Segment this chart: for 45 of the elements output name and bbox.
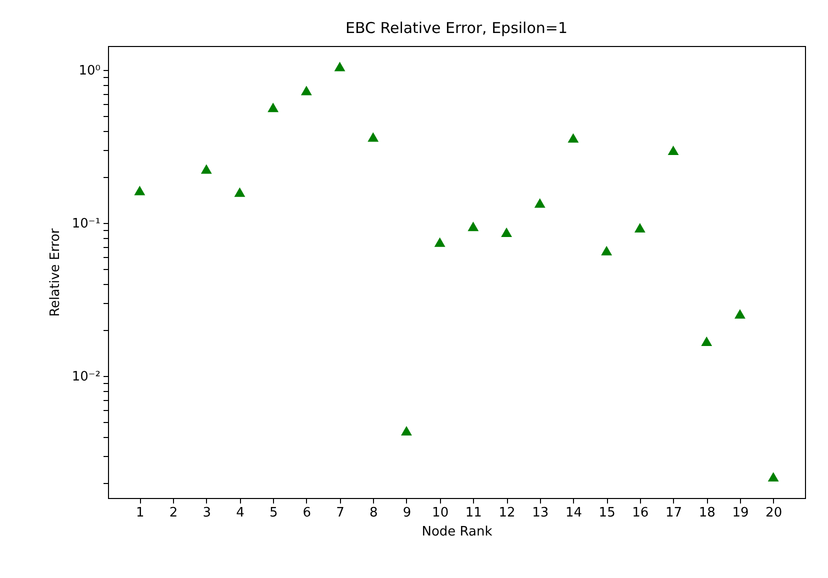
x-tick-label: 18 — [698, 506, 716, 520]
point — [634, 223, 646, 233]
point — [368, 132, 379, 142]
x-tick-label: 5 — [269, 506, 278, 520]
point — [334, 62, 346, 72]
point — [234, 187, 246, 197]
chart-title: EBC Relative Error, Epsilon=1 — [345, 19, 568, 37]
point — [701, 336, 712, 346]
point — [768, 472, 779, 482]
point — [601, 246, 612, 256]
x-tick-label: 7 — [336, 506, 344, 520]
x-tick-label: 1 — [136, 506, 144, 520]
x-tick-label: 14 — [565, 506, 582, 520]
point — [268, 102, 279, 112]
point — [134, 186, 146, 196]
point — [734, 309, 746, 319]
x-tick-label: 15 — [598, 506, 616, 520]
x-tick-label: 16 — [632, 506, 649, 520]
point — [401, 426, 412, 436]
y-tick-label: 10⁰ — [78, 63, 100, 78]
point — [434, 237, 446, 247]
x-tick-label: 4 — [236, 506, 244, 520]
x-tick-label: 10 — [432, 506, 449, 520]
point — [300, 86, 312, 96]
y-tick-label: 10⁻² — [72, 370, 100, 385]
point — [200, 164, 212, 174]
point — [534, 198, 546, 208]
x-tick-label: 2 — [169, 506, 178, 520]
x-tick-label: 11 — [465, 506, 482, 520]
point — [568, 133, 579, 143]
point — [468, 222, 479, 232]
x-tick-label: 3 — [202, 506, 212, 520]
y-axis-title: Relative Error — [48, 228, 63, 317]
point — [668, 146, 679, 156]
x-tick-label: 8 — [369, 506, 378, 520]
x-tick-label: 12 — [498, 506, 516, 520]
x-tick-label: 9 — [402, 506, 412, 520]
x-tick-label: 13 — [532, 506, 549, 520]
x-tick-label: 19 — [732, 506, 749, 520]
y-tick-label: 10⁻¹ — [72, 216, 100, 232]
point — [501, 227, 512, 237]
x-tick-label: 20 — [766, 506, 782, 520]
x-axis-title: Node Rank — [422, 524, 493, 540]
x-tick-label: 6 — [302, 506, 312, 520]
x-tick-label: 17 — [665, 506, 682, 520]
